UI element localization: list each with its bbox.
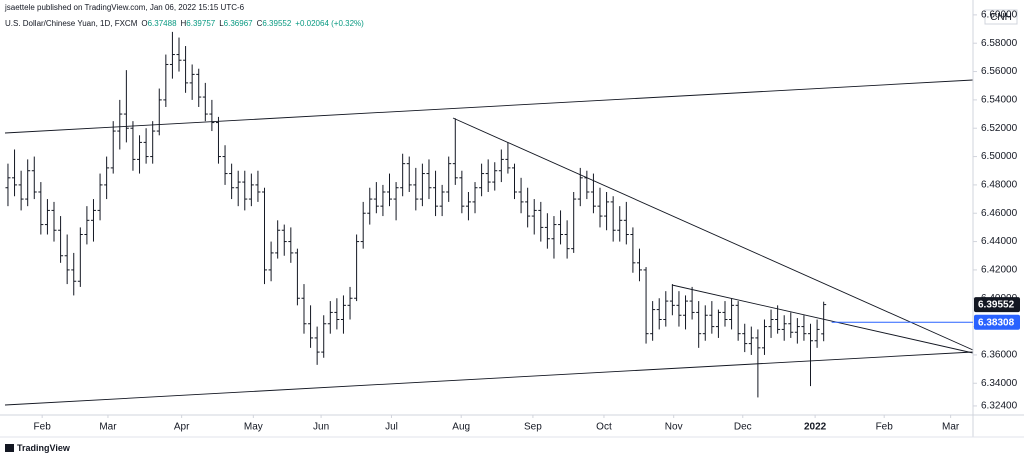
trend-line [4, 79, 974, 134]
ohlc-value: 6.37488 [148, 19, 177, 28]
y-tick-label: 6.48000 [981, 180, 1018, 191]
x-tick-label: Oct [596, 422, 612, 433]
x-tick-label: Feb [876, 422, 894, 433]
x-tick-label: Dec [734, 422, 752, 433]
y-tick-label: 6.54000 [981, 95, 1018, 106]
ohlc-key: H [181, 19, 187, 28]
y-tick-label: 6.34000 [981, 378, 1018, 389]
y-tick-label: 6.44000 [981, 236, 1018, 247]
ohlc-key: O [141, 19, 147, 28]
currency: CNH [990, 12, 1012, 23]
last-price-label: 6.39552 [978, 300, 1015, 311]
ohlc-key: C [257, 19, 263, 28]
price-line-label: 6.38308 [978, 317, 1015, 328]
x-tick-label: Feb [34, 422, 52, 433]
x-tick-label: Apr [174, 422, 190, 433]
x-tick-label: Aug [452, 422, 470, 433]
trend-line [452, 117, 974, 351]
ohlc-value: 6.39757 [186, 19, 215, 28]
symbol: U.S. Dollar/Chinese Yuan, 1D, FXCM [5, 19, 138, 28]
brand: TradingView [17, 443, 71, 453]
y-tick-label: 6.50000 [981, 151, 1018, 162]
change: +0.02064 (+0.32%) [295, 19, 364, 28]
x-tick-label: 2022 [804, 422, 827, 433]
last-price-box [974, 297, 1020, 313]
currency-box [984, 9, 1018, 25]
ohlc-value: 6.39552 [262, 19, 291, 28]
x-tick-label: Sep [524, 422, 542, 433]
ohlc-value: 6.36967 [224, 19, 253, 28]
symbol-legend: U.S. Dollar/Chinese Yuan, 1D, FXCM O6.374… [5, 19, 364, 28]
y-tick-label: 6.52000 [981, 123, 1018, 134]
trend-lines [4, 79, 974, 406]
price-line-box [974, 314, 1020, 330]
x-tick-label: Nov [665, 422, 683, 433]
x-tick-label: Mar [942, 422, 960, 433]
x-tick-label: Jul [385, 422, 398, 433]
trend-line [4, 351, 974, 406]
ohlc-bars [5, 31, 827, 398]
y-tick-label: 6.56000 [981, 66, 1018, 77]
trend-line [671, 284, 974, 354]
logo-mark [5, 444, 14, 452]
x-tick-label: May [244, 422, 263, 433]
publisher: jsaettele published on TradingView.com, … [4, 3, 245, 12]
x-tick-label: Mar [99, 422, 117, 433]
ohlc-key: L [219, 19, 224, 28]
y-tick-label: 6.60000 [981, 10, 1018, 21]
y-tick-label: 6.42000 [981, 265, 1018, 276]
y-tick-label: 6.36000 [981, 350, 1018, 361]
y-tick-label: 6.58000 [981, 38, 1018, 49]
y-tick-label: 6.32400 [981, 401, 1018, 412]
y-tick-label: 6.46000 [981, 208, 1018, 219]
x-tick-label: Jun [313, 422, 329, 433]
footer-logo: TradingView [5, 443, 71, 453]
